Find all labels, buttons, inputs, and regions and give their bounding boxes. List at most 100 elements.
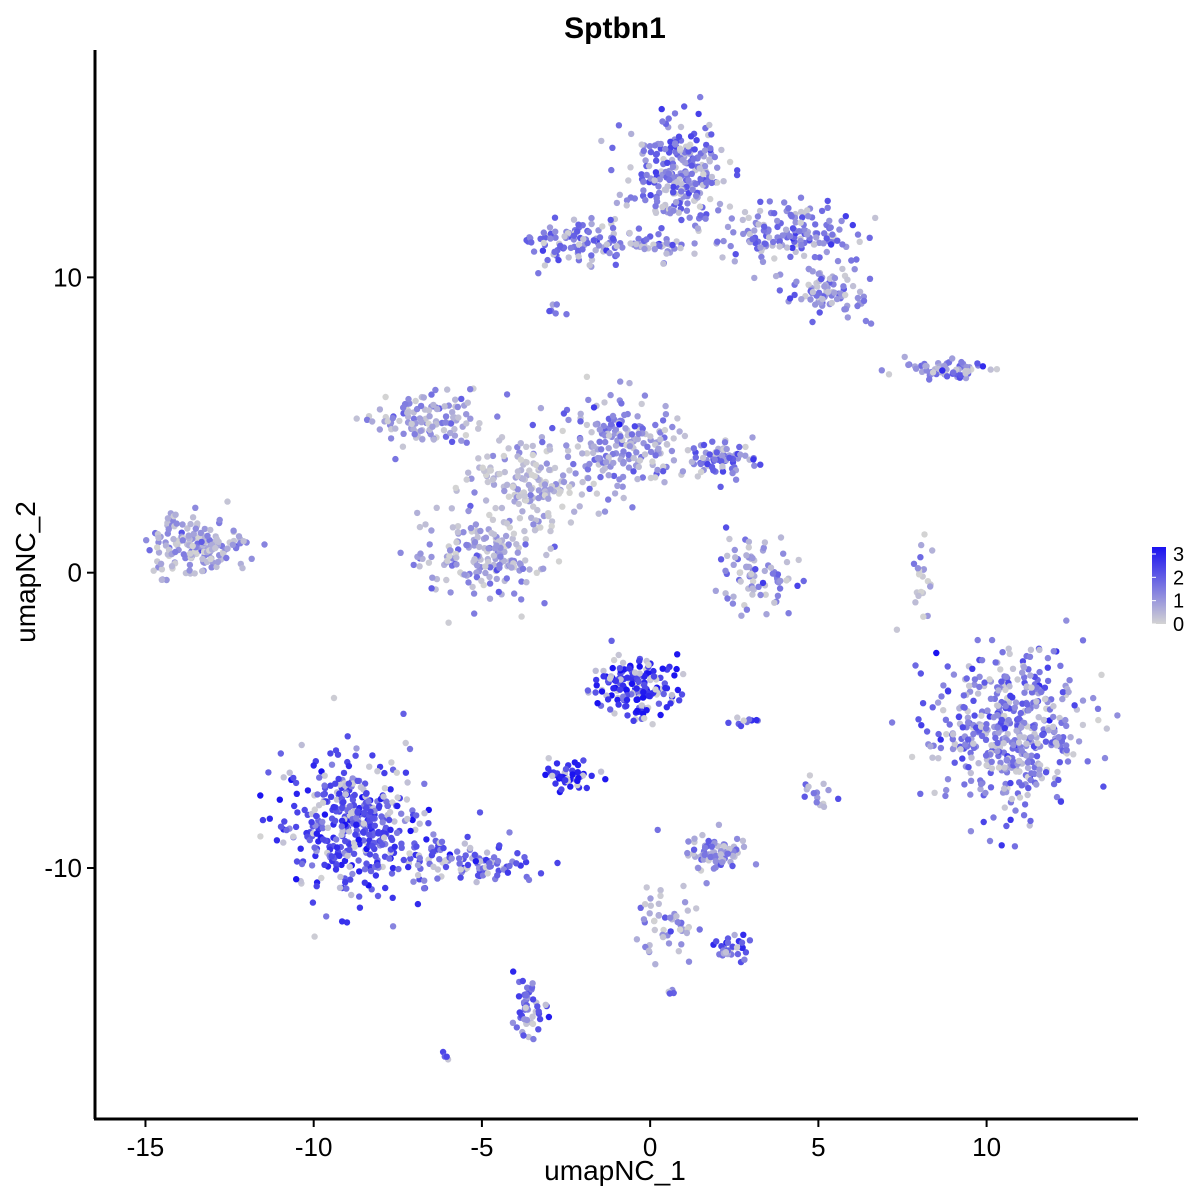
data-point (983, 762, 990, 769)
data-point (619, 244, 626, 251)
data-point (641, 451, 649, 458)
data-point (229, 541, 236, 548)
data-point (224, 498, 231, 505)
data-point (356, 904, 364, 911)
data-point (649, 721, 656, 728)
data-point (662, 145, 669, 153)
data-point (510, 530, 518, 537)
data-point (658, 225, 665, 232)
data-point (558, 786, 565, 793)
data-point (967, 777, 975, 784)
data-point (1064, 758, 1072, 765)
data-point (515, 500, 522, 508)
data-point (280, 774, 287, 781)
data-point (1006, 683, 1013, 690)
data-point (486, 511, 493, 519)
data-point (332, 866, 340, 873)
data-point (579, 450, 586, 457)
data-point (610, 459, 617, 467)
data-point (567, 244, 575, 252)
data-point (599, 223, 606, 230)
data-point (951, 740, 959, 748)
data-point (519, 475, 527, 482)
data-point (929, 369, 937, 376)
data-point (428, 527, 435, 534)
data-point (381, 834, 388, 841)
data-point (462, 852, 469, 859)
data-point (462, 432, 470, 439)
data-point (486, 863, 493, 870)
data-point (694, 473, 701, 480)
data-point (645, 947, 653, 954)
data-point (1019, 700, 1026, 707)
data-point (352, 752, 359, 759)
data-point (929, 547, 936, 554)
data-point (751, 274, 758, 282)
data-point (719, 463, 726, 470)
data-point (640, 147, 647, 154)
data-point (518, 613, 525, 620)
data-point (741, 956, 748, 963)
data-point (697, 175, 704, 182)
data-point (653, 157, 660, 164)
data-point (333, 844, 341, 851)
data-point (277, 823, 285, 830)
data-point (596, 234, 604, 241)
data-point (1024, 759, 1032, 766)
data-point (1028, 689, 1036, 696)
data-point (602, 458, 610, 466)
data-point (471, 539, 479, 546)
data-point (482, 569, 489, 577)
data-point (610, 472, 618, 480)
data-point (664, 183, 671, 190)
data-point (988, 758, 995, 765)
data-point (350, 850, 358, 857)
data-point (937, 744, 945, 752)
data-point (777, 534, 785, 541)
data-point (413, 843, 420, 850)
data-point (352, 831, 359, 838)
data-point (223, 554, 230, 562)
data-point (706, 121, 713, 129)
data-point (500, 452, 508, 460)
data-point (1012, 807, 1019, 814)
data-point (912, 599, 919, 606)
data-point (734, 714, 741, 721)
data-point (986, 837, 994, 845)
data-point (652, 151, 660, 158)
data-point (541, 600, 548, 607)
data-point (707, 853, 714, 861)
data-point (535, 270, 542, 277)
data-point (647, 433, 654, 440)
data-point (684, 907, 691, 914)
data-point (593, 682, 600, 689)
data-point (1014, 676, 1021, 683)
data-point (321, 782, 328, 789)
data-point (1017, 709, 1024, 717)
data-point (514, 850, 521, 857)
data-point (1013, 727, 1020, 734)
data-point (523, 443, 530, 450)
data-point (751, 227, 758, 234)
data-point (733, 835, 741, 843)
data-point (655, 231, 662, 238)
data-point (199, 555, 206, 563)
data-point (610, 685, 617, 692)
data-point (806, 772, 814, 779)
data-point (381, 785, 389, 792)
data-point (387, 786, 394, 793)
data-point (821, 283, 828, 290)
data-point (535, 494, 542, 502)
data-point (574, 228, 581, 235)
data-point (669, 423, 676, 431)
data-point (516, 560, 523, 567)
data-point (696, 165, 703, 172)
data-point (657, 140, 664, 148)
data-point (586, 460, 593, 468)
data-point (654, 826, 661, 834)
data-point (186, 567, 193, 574)
data-point (430, 436, 437, 443)
data-point (293, 876, 300, 883)
data-point (619, 659, 627, 666)
